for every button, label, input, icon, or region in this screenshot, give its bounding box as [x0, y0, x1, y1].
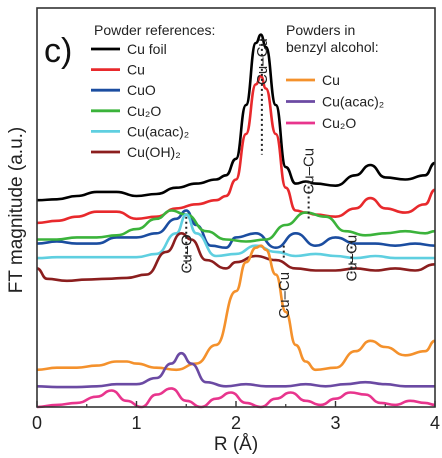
series-line-left-5 — [36, 232, 436, 283]
panel-label: c) — [44, 32, 72, 70]
x-tick-label: 2 — [231, 413, 241, 433]
legend-label: Cu₂O — [127, 103, 161, 119]
annotation-label-4: Cu–Cu — [343, 235, 360, 282]
series-line-right-6 — [36, 244, 436, 372]
annotation-layer: Cu–Cu Cu–Cu Cu–O Cu–Cu Cu–Cu — [178, 38, 360, 318]
series-line-left-3 — [36, 209, 436, 243]
legend-label: CuO — [127, 82, 156, 98]
legend-label: Cu(acac)₂ — [127, 123, 189, 139]
x-tick-label: 4 — [430, 413, 440, 433]
y-axis-title: FT magnitude (a.u.) — [6, 127, 27, 294]
legend-label: Cu — [127, 62, 145, 78]
x-tick-label: 0 — [32, 413, 42, 433]
legend-label: Cu — [322, 72, 340, 88]
annotation-label-1: Cu–Cu — [301, 148, 318, 195]
legend-right-title: benzyl alcohol: — [286, 39, 379, 55]
series-line-left-2 — [36, 209, 436, 249]
annotation-label-3: Cu–Cu — [276, 272, 293, 319]
legend-label: Cu(OH)₂ — [127, 144, 181, 160]
legend-left-title: Powder references: — [94, 22, 215, 38]
series-line-left-4 — [36, 213, 435, 260]
tick-layer: 0 1 2 3 4 — [32, 401, 440, 433]
series-line-right-8 — [36, 387, 436, 409]
legend-label: Cu₂O — [322, 115, 356, 131]
x-tick-label: 1 — [131, 413, 141, 433]
annotation-label-2: Cu–O — [178, 234, 195, 273]
x-tick-label: 3 — [330, 413, 340, 433]
plot-frame — [36, 7, 436, 408]
legend-left: Powder references: Cu foil Cu CuO Cu₂O Cu(aca… — [91, 22, 215, 160]
plot-lines — [36, 33, 436, 409]
series-line-left-1 — [36, 74, 436, 225]
legend-right-title: Powders in — [286, 22, 355, 38]
series-line-right-7 — [36, 351, 435, 389]
series-line-left-0 — [36, 33, 436, 202]
legend-label: Cu(acac)₂ — [322, 94, 384, 110]
legend-label: Cu foil — [127, 41, 167, 57]
annotation-label-0: Cu–Cu — [254, 38, 271, 85]
x-axis-title: R (Å) — [214, 434, 258, 455]
